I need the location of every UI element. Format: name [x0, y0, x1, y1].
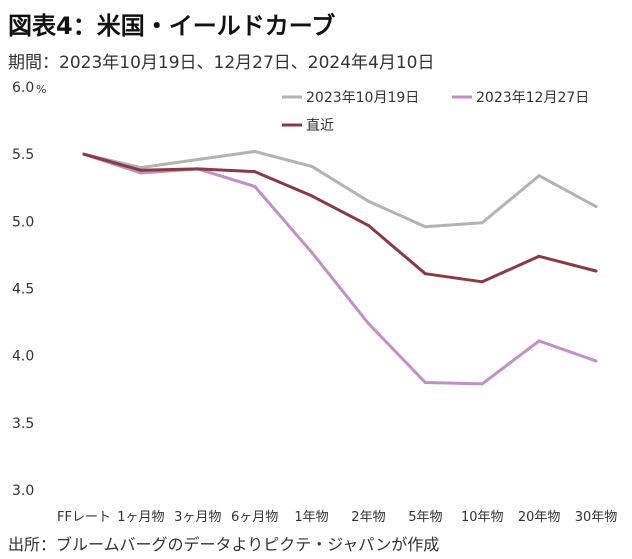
data-point — [139, 168, 143, 172]
x-tick-label: 2年物 — [351, 510, 385, 525]
data-point — [310, 194, 314, 198]
data-point — [537, 174, 541, 178]
data-point — [196, 158, 200, 162]
data-point — [537, 339, 541, 343]
data-point — [82, 152, 86, 156]
data-point — [366, 199, 370, 203]
y-axis-unit-label: % — [36, 83, 46, 96]
y-tick-label: 4.5 — [12, 282, 34, 298]
data-point — [310, 164, 314, 168]
series-lines — [82, 149, 598, 386]
data-point — [537, 254, 541, 258]
chart-subtitle: 期間：2023年10月19日、12月27日、2024年4月10日 — [8, 53, 435, 73]
data-point — [366, 223, 370, 227]
data-point — [253, 149, 257, 153]
y-tick-label: 6.0 — [12, 80, 34, 96]
x-tick-label: 1ヶ月物 — [117, 510, 164, 525]
data-point — [139, 166, 143, 170]
legend-label: 2023年12月27日 — [476, 90, 589, 106]
data-point — [366, 321, 370, 325]
data-point — [423, 272, 427, 276]
y-tick-label: 3.0 — [12, 483, 34, 499]
series-line-2 — [82, 152, 598, 284]
series-line-0 — [82, 150, 598, 229]
x-tick-label: 10年物 — [461, 510, 504, 525]
series-line-1 — [82, 152, 598, 386]
source-note: 出所：ブルームバーグのデータよりピクテ・ジャパンが作成 — [8, 535, 440, 554]
y-tick-label: 5.5 — [12, 147, 34, 163]
x-tick-label: 30年物 — [575, 510, 618, 525]
chart-title: 図表4：米国・イールドカーブ — [8, 12, 336, 40]
data-point — [480, 280, 484, 284]
y-axis-ticks: 3.0 3.5 4.0 4.5 5.0 5.5 6.0 — [12, 80, 34, 499]
x-tick-label: 6ヶ月物 — [231, 510, 278, 525]
data-point — [423, 381, 427, 385]
x-axis-ticks: FFレート 1ヶ月物 3ヶ月物 6ヶ月物 1年物 2年物 5年物 10年物 20年物 30年物 — [57, 510, 617, 525]
data-point — [594, 205, 598, 209]
y-tick-label: 3.5 — [12, 416, 34, 432]
x-tick-label: 3ヶ月物 — [174, 510, 221, 525]
x-tick-label: 5年物 — [408, 510, 442, 525]
data-point — [253, 170, 257, 174]
data-point — [480, 382, 484, 386]
legend-label: 2023年10月19日 — [306, 90, 419, 106]
data-point — [310, 250, 314, 254]
y-tick-label: 5.0 — [12, 214, 34, 230]
x-tick-label: 1年物 — [294, 510, 328, 525]
x-tick-label: 20年物 — [518, 510, 561, 525]
data-point — [480, 221, 484, 225]
legend-label: 直近 — [306, 117, 334, 134]
data-point — [423, 225, 427, 229]
data-point — [139, 171, 143, 175]
data-point — [594, 359, 598, 363]
data-point — [253, 184, 257, 188]
data-point — [196, 167, 200, 171]
y-tick-label: 4.0 — [12, 349, 34, 365]
data-point — [594, 269, 598, 273]
x-tick-label: FFレート — [57, 510, 111, 525]
